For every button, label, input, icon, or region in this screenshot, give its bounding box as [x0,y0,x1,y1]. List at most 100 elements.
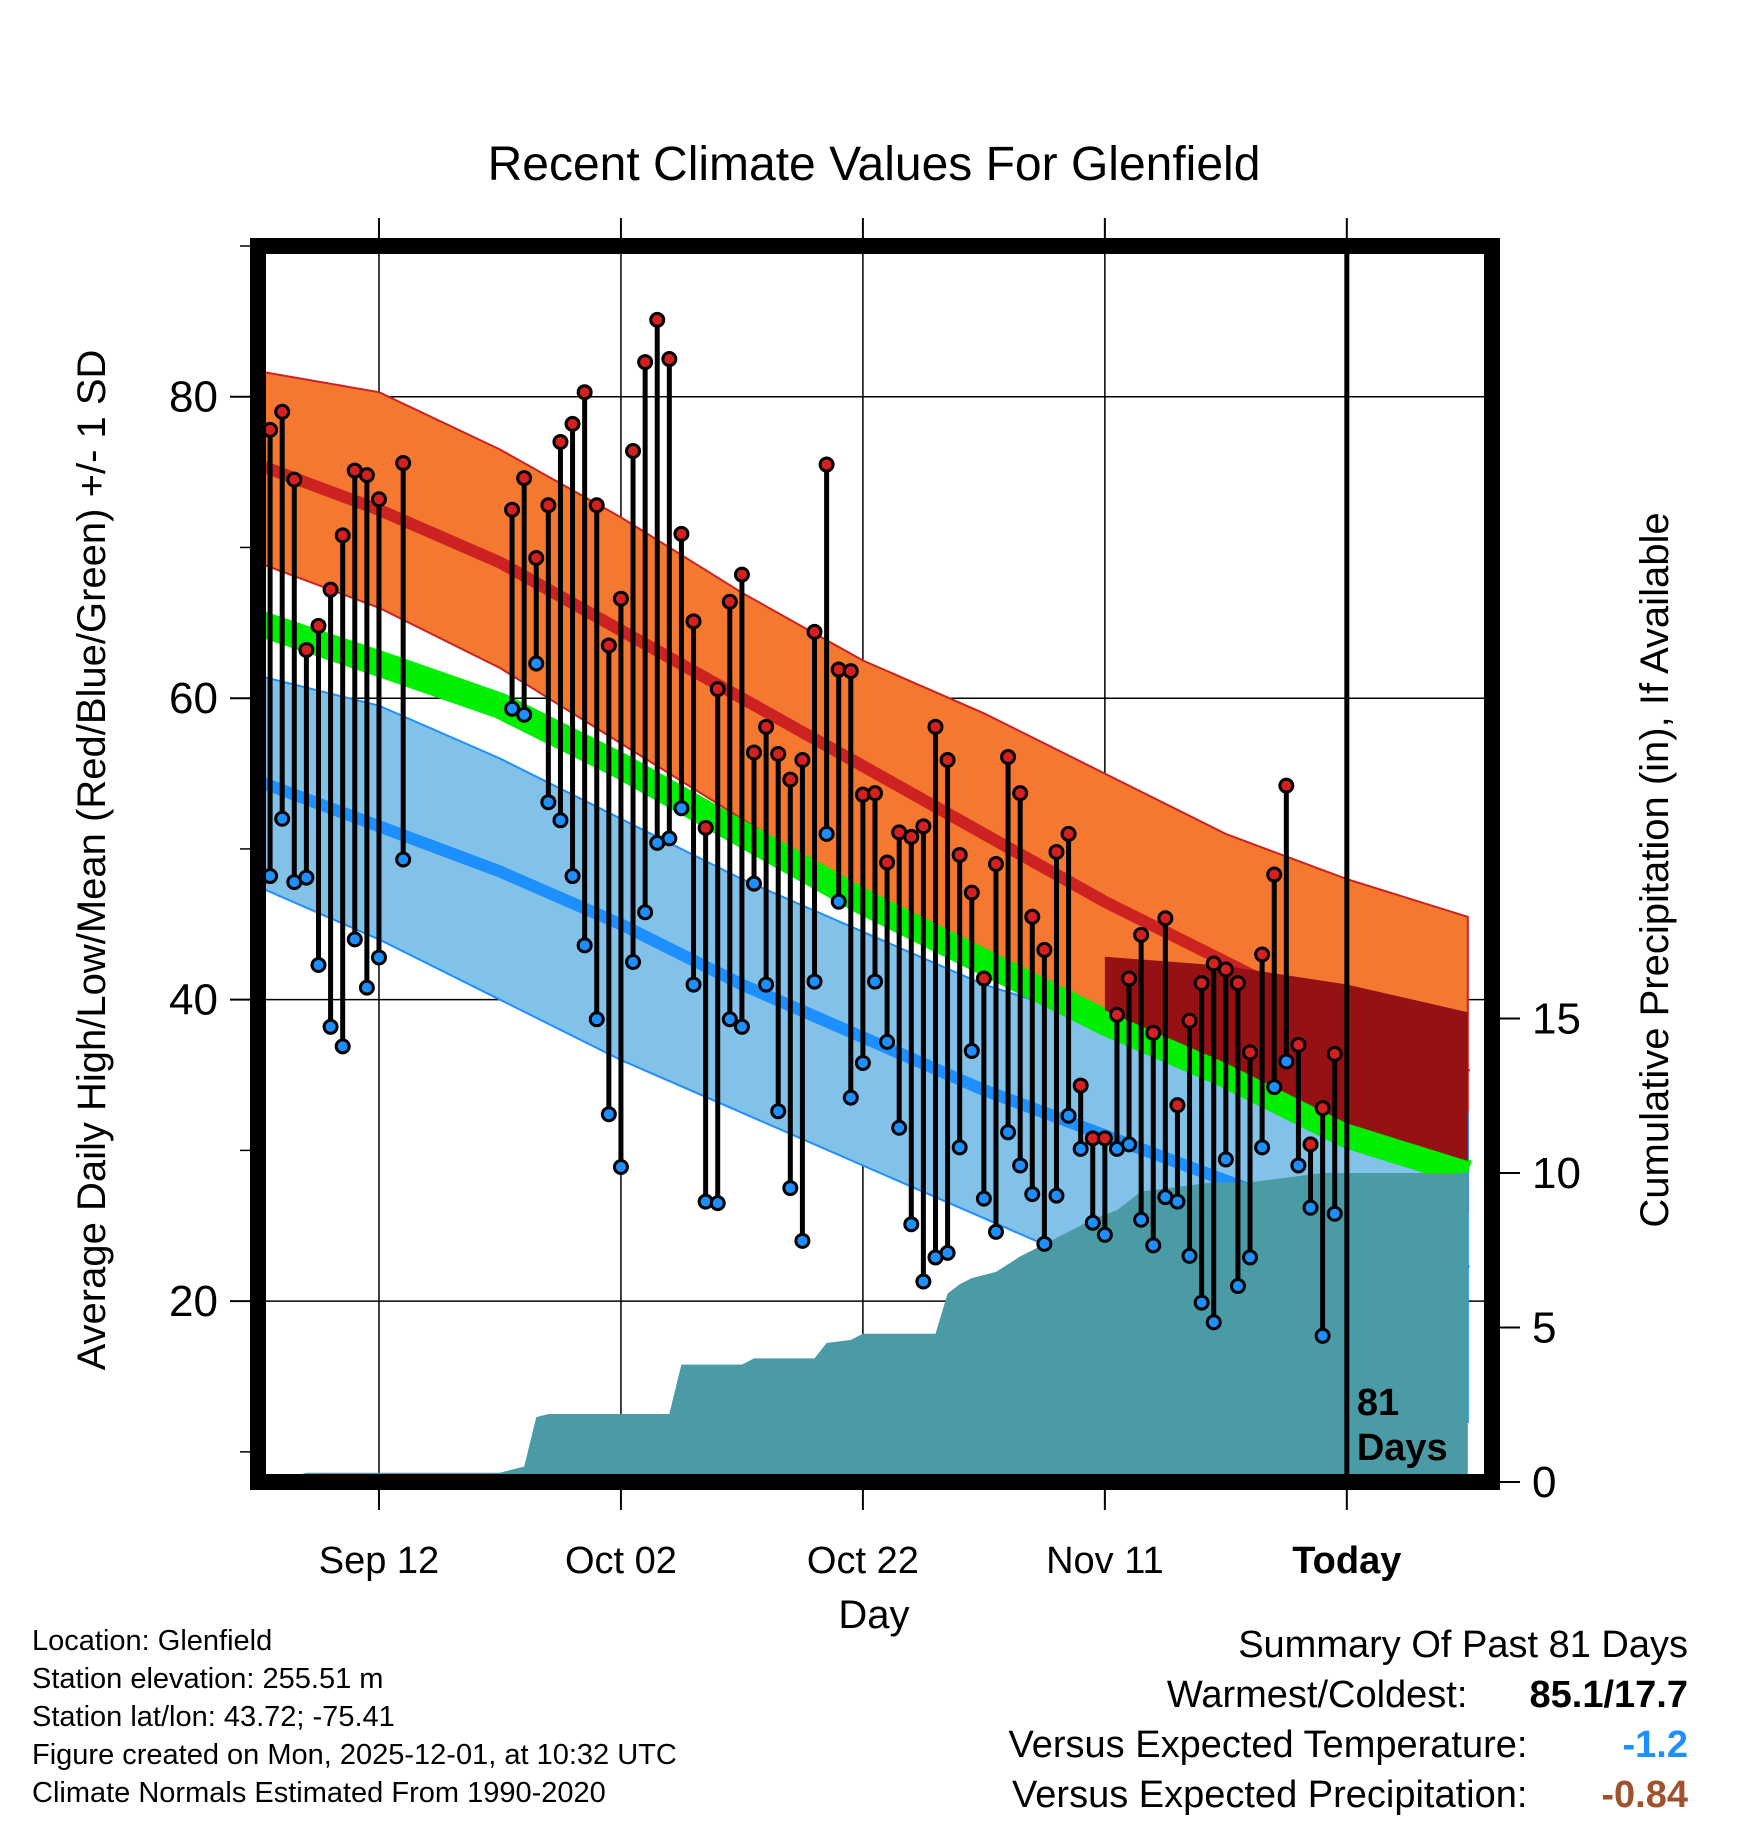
daily-high-point [576,384,593,401]
x-tick-label: Today [1292,1540,1401,1582]
daily-low-point [770,1103,787,1120]
daily-high-point [697,819,714,836]
daily-high-point [1193,975,1210,992]
daily-low-point [879,1033,896,1050]
daily-low-point [1133,1211,1150,1228]
daily-high-point [1121,970,1138,987]
y-right-tick-label: 10 [1532,1149,1581,1198]
daily-low-point [516,706,533,723]
chart-title: Recent Climate Values For Glenfield [488,138,1261,191]
daily-low-point [1181,1247,1198,1264]
daily-high-point [975,970,992,987]
daily-low-point [782,1180,799,1197]
daily-high-point [552,433,569,450]
days-unit-label: Days [1357,1427,1448,1469]
y-left-tick-label: 40 [169,976,218,1025]
temp-anomaly-label: Versus Expected Temperature: [1008,1724,1528,1766]
daily-high-point [867,785,883,802]
daily-high-point [939,751,956,768]
plot-area [258,246,1492,1482]
days-count-label: 81 [1357,1382,1399,1424]
daily-low-point [818,825,835,842]
daily-low-point [830,893,847,910]
y-right-tick-label: 5 [1532,1304,1556,1353]
location-text: Location: Glenfield [32,1625,273,1657]
daily-low-point [370,949,387,966]
daily-low-point [564,868,581,885]
daily-low-point [1217,1151,1234,1168]
daily-low-point [854,1054,871,1071]
daily-high-point [733,566,750,583]
daily-high-point [1024,908,1041,925]
daily-high-point [951,846,968,863]
x-tick-label: Oct 22 [807,1540,919,1582]
daily-high-point [540,497,557,514]
x-tick-label: Nov 11 [1046,1540,1164,1582]
summary-warmest-row: Warmest/Coldest: 85.1/17.7 [1009,1670,1688,1720]
daily-high-point [1012,785,1029,802]
normals-text: Climate Normals Estimated From 1990-2020 [32,1777,606,1809]
daily-high-point [1048,843,1065,860]
daily-high-point [322,581,339,598]
daily-low-point [867,973,883,990]
daily-high-point [358,467,375,484]
daily-high-point [334,527,351,544]
daily-low-point [1145,1237,1162,1254]
daily-low-point [1169,1193,1186,1210]
daily-low-point [1242,1249,1259,1266]
daily-high-point [709,681,726,698]
daily-high-point [770,745,787,762]
daily-low-point [1205,1314,1222,1331]
daily-high-point [1217,961,1234,978]
daily-high-point [685,613,702,630]
daily-low-point [1254,1139,1271,1156]
warmest-label: Warmest/Coldest: [1166,1674,1468,1716]
daily-high-point [600,637,617,654]
daily-high-point [1000,748,1017,765]
daily-low-point [504,700,521,717]
daily-high-point [915,818,932,835]
daily-low-point [1302,1199,1319,1216]
daily-high-point [625,442,642,459]
daily-low-point [794,1232,811,1249]
station-info: Location: Glenfield Station elevation: 2… [32,1622,677,1812]
daily-high-point [1169,1097,1186,1114]
daily-low-point [1278,1053,1295,1070]
daily-high-point [649,311,666,328]
daily-high-point [612,590,629,607]
daily-low-point [1000,1124,1017,1141]
daily-high-point [927,718,944,735]
daily-low-point [600,1106,617,1123]
y-left-tick-label: 80 [169,373,218,422]
daily-high-point [528,550,545,567]
daily-low-point [842,1089,859,1106]
daily-high-point [721,593,738,610]
daily-high-point [782,771,799,788]
daily-low-point [1314,1327,1331,1344]
y-left-tick-label: 20 [169,1277,218,1326]
daily-low-point [1084,1214,1101,1231]
daily-low-point [987,1223,1004,1240]
daily-high-point [794,751,811,768]
daily-low-point [891,1119,908,1136]
daily-low-point [1121,1136,1138,1153]
daily-low-point [1326,1205,1343,1222]
precip-anomaly-label: Versus Expected Precipitation: [1012,1774,1528,1816]
daily-low-point [358,979,375,996]
daily-high-point [1254,946,1271,963]
daily-high-point [637,354,654,371]
created-text: Figure created on Mon, 2025-12-01, at 10… [32,1739,677,1771]
x-tick-label: Sep 12 [319,1540,439,1582]
daily-high-point [987,856,1004,872]
daily-high-point [758,718,775,735]
daily-low-point [588,1011,605,1028]
daily-low-point [346,931,363,948]
temp-anomaly-value: -1.2 [1622,1724,1688,1766]
daily-low-point [310,956,327,973]
daily-high-point [1290,1036,1307,1053]
daily-high-point [1036,941,1053,958]
daily-high-point [370,491,387,508]
daily-low-point [939,1244,956,1261]
daily-high-point [504,501,521,518]
